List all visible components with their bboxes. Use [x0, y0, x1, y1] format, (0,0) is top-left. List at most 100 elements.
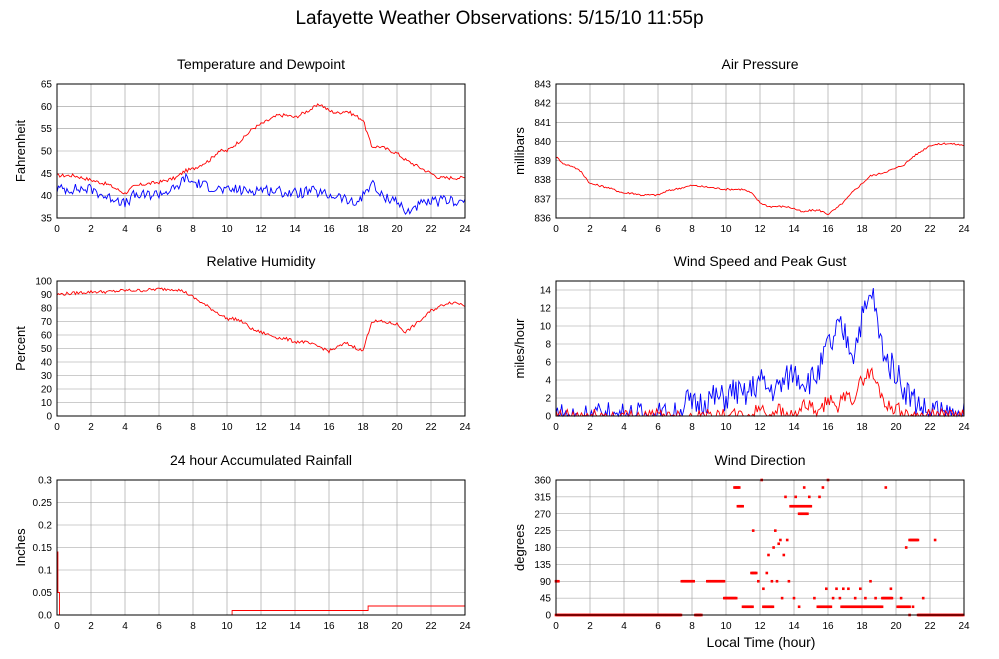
chart-title: 24 hour Accumulated Rainfall: [170, 452, 352, 468]
x-tick-label: 22: [924, 621, 936, 632]
x-tick-label: 12: [255, 621, 267, 632]
x-tick-label: 22: [425, 422, 437, 433]
x-tick-label: 4: [621, 224, 627, 235]
y-tick-label: 4: [545, 376, 551, 387]
data-point: [741, 504, 744, 508]
y-tick-label: 90: [41, 290, 53, 301]
x-tick-label: 4: [621, 422, 627, 433]
x-tick-label: 14: [788, 224, 800, 235]
x-tick-label: 16: [323, 224, 335, 235]
x-tick-label: 0: [54, 621, 60, 632]
data-point: [762, 587, 765, 591]
y-tick-label: 70: [41, 317, 53, 328]
x-tick-label: 14: [788, 621, 800, 632]
x-tick-label: 10: [720, 621, 732, 632]
y-tick-label: 60: [41, 102, 53, 113]
x-tick-label: 24: [459, 422, 471, 433]
x-tick-label: 2: [587, 422, 593, 433]
data-point: [889, 587, 893, 591]
y-tick-label: 838: [534, 175, 551, 186]
y-tick-label: 50: [41, 147, 53, 158]
x-tick-label: 10: [221, 224, 233, 235]
data-point: [809, 504, 813, 508]
x-tick-label: 22: [924, 224, 936, 235]
plot-frame: [555, 83, 965, 219]
plot-frame: [56, 479, 466, 616]
data-point: [777, 542, 780, 546]
y-tick-label: 6: [545, 358, 551, 369]
x-tick-label: 16: [822, 422, 834, 433]
x-tick-label: 18: [856, 621, 868, 632]
x-tick-label: 20: [890, 422, 902, 433]
x-tick-label: 24: [459, 224, 471, 235]
data-point: [770, 579, 774, 583]
data-point: [757, 579, 760, 583]
y-tick-label: 839: [534, 156, 551, 167]
y-axis-label: Fahrenheit: [13, 120, 28, 183]
data-point: [842, 587, 845, 591]
x-tick-label: 12: [754, 224, 766, 235]
y-tick-label: 0.0: [38, 611, 52, 622]
data-point: [838, 596, 842, 600]
data-point: [734, 596, 738, 600]
y-tick-label: 55: [41, 124, 53, 135]
x-tick-label: 2: [88, 224, 94, 235]
x-tick-label: 2: [88, 422, 94, 433]
data-point: [847, 587, 850, 591]
x-tick-label: 0: [553, 621, 559, 632]
data-point: [751, 605, 754, 609]
x-tick-label: 8: [190, 224, 196, 235]
data-point: [779, 538, 782, 542]
data-point: [916, 538, 920, 542]
x-tick-label: 22: [425, 621, 437, 632]
x-tick-label: 6: [156, 224, 162, 235]
y-tick-label: 225: [534, 526, 551, 537]
data-point: [890, 596, 894, 600]
data-point: [780, 596, 784, 600]
data-point: [785, 538, 789, 542]
y-tick-label: 45: [41, 169, 53, 180]
x-tick-label: 24: [958, 621, 970, 632]
plot-frame: [56, 83, 466, 219]
y-axis-label: miles/hour: [512, 318, 527, 379]
chart-title: Air Pressure: [721, 56, 798, 72]
chart-title: Wind Direction: [714, 452, 805, 468]
x-tick-label: 12: [255, 224, 267, 235]
x-tick-label: 16: [822, 224, 834, 235]
y-tick-label: 0.25: [33, 498, 53, 509]
y-tick-label: 841: [534, 118, 551, 129]
y-tick-label: 60: [41, 331, 53, 342]
chart-wind: Wind Speed and Peak Gust miles/hour 0 2 4 6 8 1…: [512, 253, 970, 433]
x-tick-label: 2: [88, 621, 94, 632]
y-tick-label: 100: [35, 277, 52, 288]
series-line-blue: [56, 172, 466, 216]
x-tick-label: 6: [655, 422, 661, 433]
x-tick-label: 8: [190, 621, 196, 632]
x-tick-label: 20: [391, 621, 403, 632]
y-tick-label: 20: [41, 385, 53, 396]
series-line-red: [56, 103, 466, 195]
chart-title: Wind Speed and Peak Gust: [674, 253, 847, 269]
x-tick-label: 0: [553, 422, 559, 433]
y-tick-label: 8: [545, 340, 551, 351]
data-point: [908, 605, 911, 609]
x-tick-label: 0: [54, 224, 60, 235]
y-tick-label: 0.3: [38, 476, 52, 487]
x-tick-label: 18: [357, 621, 369, 632]
y-tick-label: 0: [545, 412, 551, 423]
x-tick-label: 8: [689, 621, 695, 632]
y-tick-label: 30: [41, 371, 53, 382]
y-tick-label: 843: [534, 80, 551, 91]
x-tick-label: 16: [323, 621, 335, 632]
y-axis-label: Percent: [13, 326, 28, 371]
x-tick-label: 4: [122, 422, 128, 433]
data-point: [737, 486, 741, 489]
data-point: [771, 605, 775, 609]
y-axis-label: Inches: [13, 528, 28, 567]
data-point: [797, 605, 801, 609]
data-point: [884, 486, 888, 489]
y-tick-label: 50: [41, 344, 53, 355]
